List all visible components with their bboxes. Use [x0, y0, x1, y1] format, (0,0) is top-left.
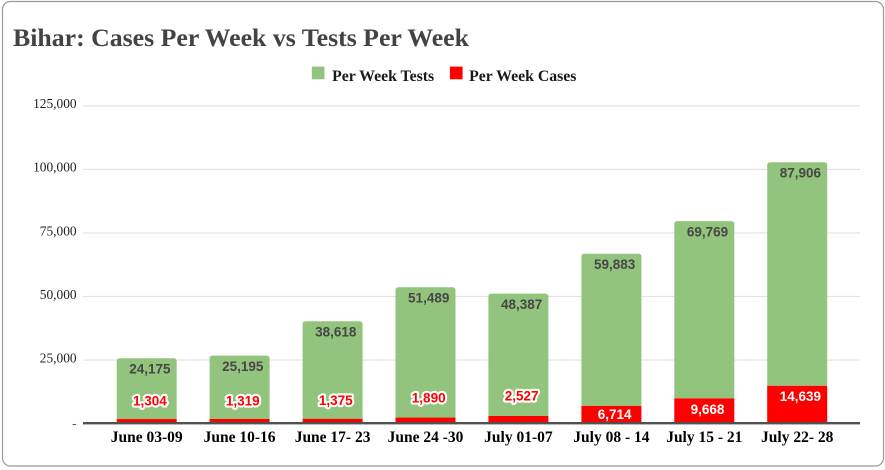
svg-text:50,000: 50,000: [40, 287, 77, 302]
svg-text:75,000: 75,000: [40, 223, 77, 238]
svg-text:1,375: 1,375: [319, 393, 353, 408]
svg-text:125,000: 125,000: [33, 96, 77, 111]
svg-text:July 08 - 14: July 08 - 14: [573, 429, 649, 446]
svg-text:6,714: 6,714: [598, 407, 632, 422]
svg-text:1,319: 1,319: [226, 393, 260, 408]
svg-text:25,000: 25,000: [40, 350, 77, 365]
svg-text:July 22- 28: July 22- 28: [761, 429, 834, 446]
svg-text:Bihar: Cases Per Week vs Tests: Bihar: Cases Per Week vs Tests Per Week: [13, 23, 470, 52]
svg-text:38,618: 38,618: [315, 325, 357, 340]
svg-text:25,195: 25,195: [222, 359, 264, 374]
svg-text:June 10-16: June 10-16: [204, 429, 276, 446]
svg-text:June 24 -30: June 24 -30: [388, 429, 464, 446]
svg-text:51,489: 51,489: [408, 291, 449, 306]
svg-text:24,175: 24,175: [129, 362, 171, 377]
svg-text:Per Week Cases: Per Week Cases: [469, 68, 576, 85]
svg-text:2,527: 2,527: [505, 388, 539, 403]
svg-text:69,769: 69,769: [687, 224, 728, 239]
svg-text:July 15 - 21: July 15 - 21: [666, 429, 742, 446]
svg-text:June 17- 23: June 17- 23: [295, 429, 371, 446]
svg-text:14,639: 14,639: [780, 389, 821, 404]
svg-text:Per Week Tests: Per Week Tests: [332, 68, 434, 85]
svg-text:July 01-07: July 01-07: [484, 429, 553, 446]
svg-text:100,000: 100,000: [33, 160, 77, 175]
svg-text:1,304: 1,304: [133, 393, 167, 408]
svg-text:87,906: 87,906: [780, 166, 822, 181]
svg-text:June 03-09: June 03-09: [111, 429, 183, 446]
svg-text:9,668: 9,668: [691, 402, 725, 417]
svg-text:-: -: [72, 416, 76, 431]
svg-text:59,883: 59,883: [594, 257, 636, 272]
svg-text:1,890: 1,890: [412, 390, 446, 405]
svg-text:48,387: 48,387: [501, 297, 542, 312]
